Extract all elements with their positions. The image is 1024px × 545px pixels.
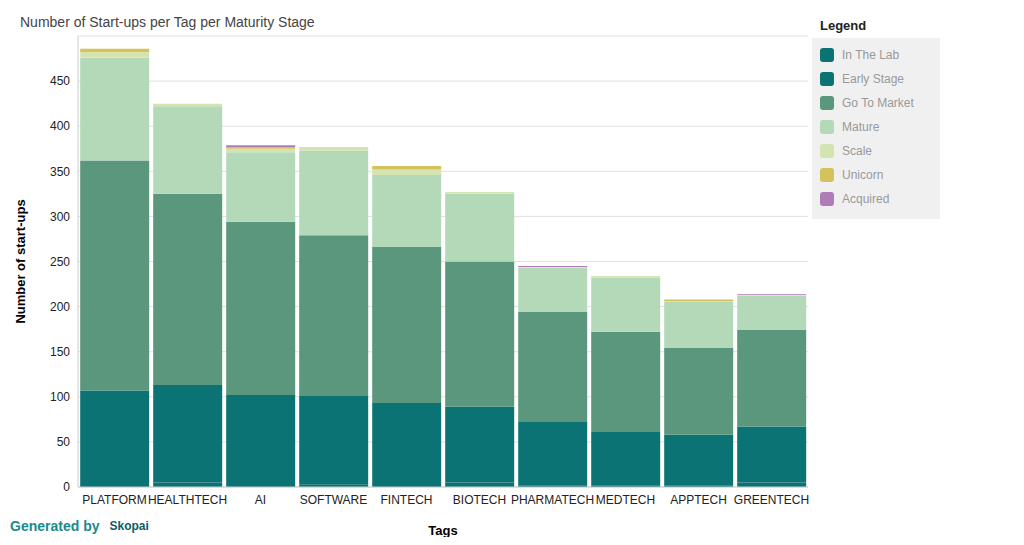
svg-text:BIOTECH: BIOTECH bbox=[453, 493, 506, 507]
svg-text:HEALTHTECH: HEALTHTECH bbox=[148, 493, 227, 507]
svg-text:300: 300 bbox=[50, 210, 70, 224]
html-text:Legend: Legend bbox=[820, 18, 867, 33]
svg-text:0: 0 bbox=[63, 480, 70, 494]
svg-text:400: 400 bbox=[50, 119, 70, 133]
html-text:Scale: Scale bbox=[842, 144, 872, 158]
svg-text:50: 50 bbox=[57, 435, 71, 449]
svg-text:450: 450 bbox=[50, 74, 70, 88]
svg-text:AI: AI bbox=[255, 493, 266, 507]
svg-text:350: 350 bbox=[50, 165, 70, 179]
html-text:Skopai: Skopai bbox=[109, 519, 149, 533]
svg-text:250: 250 bbox=[50, 255, 70, 269]
html-text:Acquired: Acquired bbox=[842, 192, 890, 206]
html-text:Unicorn: Unicorn bbox=[842, 168, 884, 182]
svg-text:FINTECH: FINTECH bbox=[381, 493, 433, 507]
html-text:Early Stage: Early Stage bbox=[842, 72, 904, 86]
svg-text:PLATFORM: PLATFORM bbox=[82, 493, 146, 507]
svg-text:MEDTECH: MEDTECH bbox=[596, 493, 655, 507]
svg-text:PHARMATECH: PHARMATECH bbox=[511, 493, 594, 507]
html-text:Go To Market: Go To Market bbox=[842, 96, 914, 110]
svg-text:150: 150 bbox=[50, 345, 70, 359]
html-text:In The Lab: In The Lab bbox=[842, 48, 900, 62]
svg-text:200: 200 bbox=[50, 300, 70, 314]
svg-text:Tags: Tags bbox=[428, 523, 457, 537]
html-text:Number of Start-ups per Tag pe: Number of Start-ups per Tag per Maturity… bbox=[20, 14, 315, 30]
svg-text:SOFTWARE: SOFTWARE bbox=[300, 493, 368, 507]
svg-text:APPTECH: APPTECH bbox=[670, 493, 727, 507]
html-text:Generated by: Generated by bbox=[10, 518, 100, 534]
html-text:Mature: Mature bbox=[842, 120, 880, 134]
svg-text:GREENTECH: GREENTECH bbox=[734, 493, 809, 507]
svg-text:100: 100 bbox=[50, 390, 70, 404]
svg-text:Number of start-ups: Number of start-ups bbox=[13, 199, 28, 323]
